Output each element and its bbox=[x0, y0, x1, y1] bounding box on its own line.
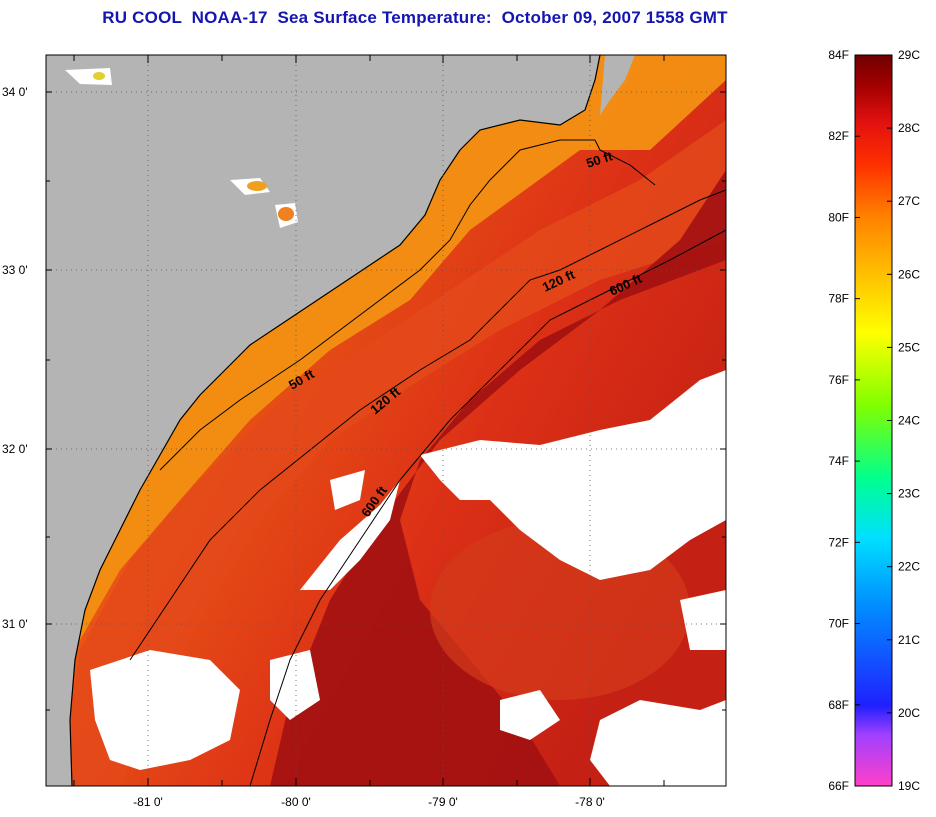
warm-patch bbox=[247, 181, 267, 191]
lat-label-33: 33 0' bbox=[2, 263, 28, 277]
contour-50ft bbox=[159, 139, 656, 471]
lon-label-78: -78 0' bbox=[575, 795, 605, 809]
lon-label-81: -81 0' bbox=[133, 795, 163, 809]
map-frame bbox=[45, 54, 727, 787]
warm-patch bbox=[93, 72, 105, 80]
lat-label-34: 34 0' bbox=[2, 85, 28, 99]
lat-label-32: 32 0' bbox=[2, 442, 28, 456]
gulf-stream bbox=[270, 170, 726, 786]
contour-120ft bbox=[129, 189, 726, 661]
cloud-cover bbox=[65, 68, 726, 786]
map-title: RU COOL NOAA-17 Sea Surface Temperature:… bbox=[102, 8, 728, 27]
lon-label-80: -80 0' bbox=[281, 795, 311, 809]
tick-marks bbox=[46, 55, 726, 786]
shelf-red-band bbox=[60, 120, 726, 786]
warm-patch bbox=[278, 207, 294, 221]
land-mass bbox=[46, 55, 600, 786]
lon-label-79: -79 0' bbox=[428, 795, 458, 809]
coastline bbox=[69, 55, 601, 786]
contour-600ft bbox=[249, 229, 726, 786]
lat-label-31: 31 0' bbox=[2, 617, 28, 631]
graticule bbox=[46, 55, 726, 786]
land-northeast bbox=[600, 55, 635, 115]
